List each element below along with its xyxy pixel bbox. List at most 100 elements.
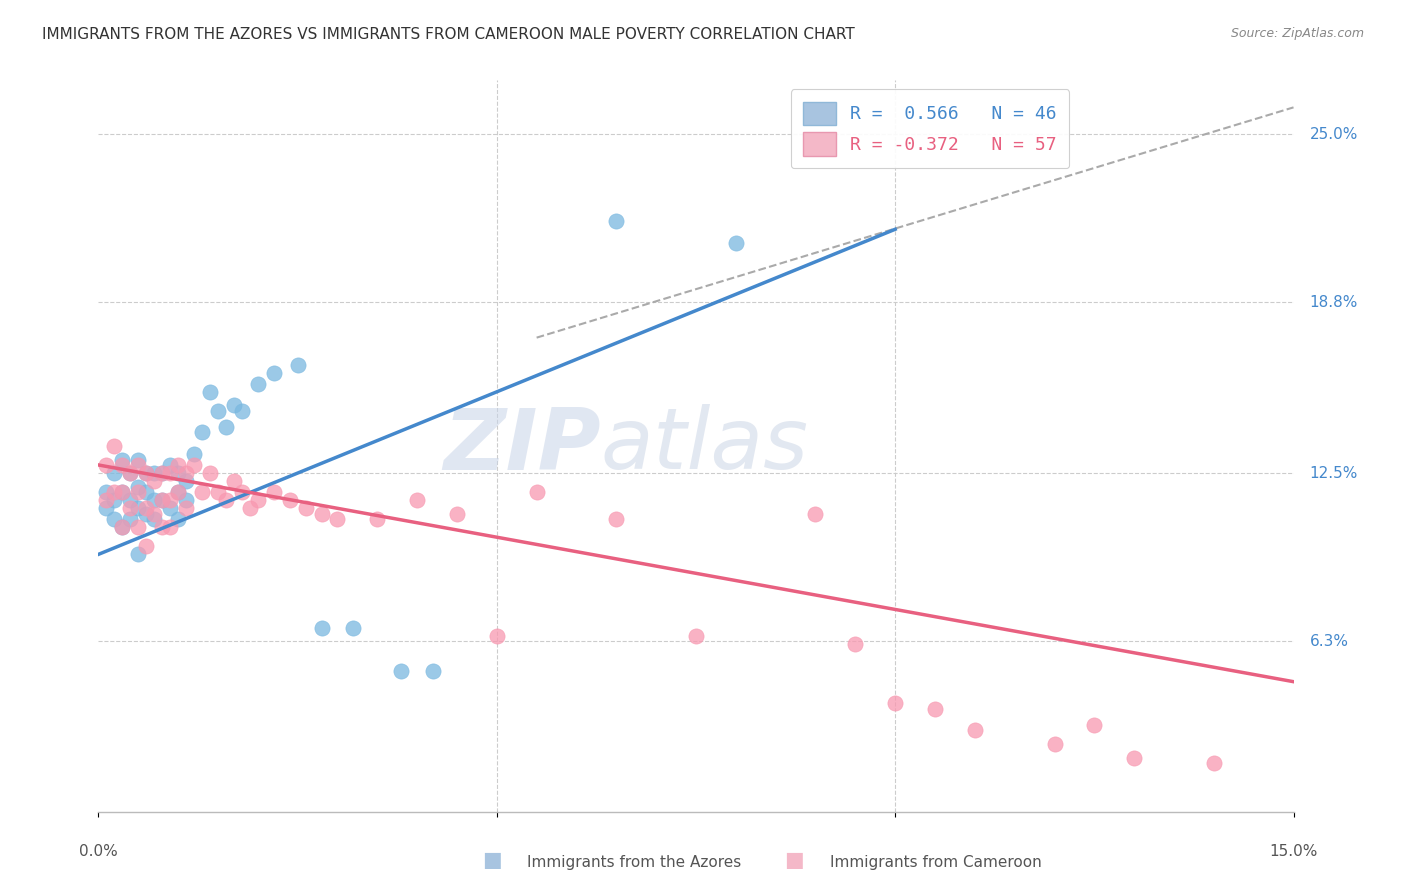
Point <box>884 697 907 711</box>
Point <box>167 458 190 472</box>
Point <box>150 466 173 480</box>
Text: Immigrants from the Azores: Immigrants from the Azores <box>527 855 741 870</box>
Point <box>804 507 827 521</box>
Point <box>103 512 125 526</box>
Point <box>183 458 205 472</box>
Point <box>724 235 747 250</box>
Point <box>239 501 262 516</box>
Point <box>342 620 364 634</box>
Text: atlas: atlas <box>600 404 808 488</box>
Point <box>159 466 181 480</box>
Point <box>127 520 149 534</box>
Point <box>422 664 444 678</box>
Text: Immigrants from Cameroon: Immigrants from Cameroon <box>830 855 1042 870</box>
Text: ■: ■ <box>785 850 804 870</box>
Point <box>1083 718 1105 732</box>
Point <box>127 480 149 494</box>
Point <box>135 501 157 516</box>
Text: 25.0%: 25.0% <box>1309 127 1358 142</box>
Point <box>143 512 166 526</box>
Point <box>174 466 197 480</box>
Point <box>120 466 142 480</box>
Point <box>311 620 333 634</box>
Point <box>198 384 221 399</box>
Point <box>311 507 333 521</box>
Point <box>111 485 134 500</box>
Point <box>143 474 166 488</box>
Text: 18.8%: 18.8% <box>1309 295 1358 310</box>
Point <box>135 507 157 521</box>
Point <box>685 629 707 643</box>
Point <box>96 485 118 500</box>
Point <box>150 520 173 534</box>
Point <box>1123 750 1146 764</box>
Text: 0.0%: 0.0% <box>79 844 118 859</box>
Point <box>167 485 190 500</box>
Point <box>174 493 197 508</box>
Point <box>366 512 388 526</box>
Point <box>207 404 229 418</box>
Point <box>111 520 134 534</box>
Point <box>111 485 134 500</box>
Point <box>150 493 173 508</box>
Point <box>1043 737 1066 751</box>
Point <box>143 466 166 480</box>
Point <box>103 439 125 453</box>
Point <box>844 637 866 651</box>
Point <box>127 452 149 467</box>
Point <box>167 466 190 480</box>
Legend: R =  0.566   N = 46, R = -0.372   N = 57: R = 0.566 N = 46, R = -0.372 N = 57 <box>790 89 1070 169</box>
Point <box>150 493 173 508</box>
Point <box>246 493 269 508</box>
Point <box>103 466 125 480</box>
Point <box>1202 756 1225 770</box>
Point <box>222 398 245 412</box>
Point <box>111 520 134 534</box>
Text: 12.5%: 12.5% <box>1309 466 1358 481</box>
Point <box>159 520 181 534</box>
Point <box>120 466 142 480</box>
Text: 6.3%: 6.3% <box>1309 633 1348 648</box>
Point <box>207 485 229 500</box>
Point <box>120 501 142 516</box>
Point <box>191 485 214 500</box>
Text: ZIP: ZIP <box>443 404 600 488</box>
Point <box>96 501 118 516</box>
Text: IMMIGRANTS FROM THE AZORES VS IMMIGRANTS FROM CAMEROON MALE POVERTY CORRELATION : IMMIGRANTS FROM THE AZORES VS IMMIGRANTS… <box>42 27 855 42</box>
Point <box>174 501 197 516</box>
Text: ■: ■ <box>482 850 502 870</box>
Point <box>135 466 157 480</box>
Point <box>127 485 149 500</box>
Point <box>222 474 245 488</box>
Point <box>159 493 181 508</box>
Point <box>159 501 181 516</box>
Point <box>963 723 986 738</box>
Point <box>135 485 157 500</box>
Point <box>215 493 238 508</box>
Point <box>389 664 412 678</box>
Point <box>167 485 190 500</box>
Point <box>150 466 173 480</box>
Point <box>111 452 134 467</box>
Point <box>263 485 285 500</box>
Point <box>120 493 142 508</box>
Point <box>406 493 429 508</box>
Point <box>263 366 285 380</box>
Point <box>183 447 205 461</box>
Point <box>294 501 316 516</box>
Point <box>287 358 309 372</box>
Point <box>96 458 118 472</box>
Text: Source: ZipAtlas.com: Source: ZipAtlas.com <box>1230 27 1364 40</box>
Point <box>167 512 190 526</box>
Point <box>111 458 134 472</box>
Point <box>526 485 548 500</box>
Point <box>191 425 214 440</box>
Point <box>485 629 508 643</box>
Point <box>143 493 166 508</box>
Point <box>96 493 118 508</box>
Point <box>278 493 301 508</box>
Point <box>446 507 468 521</box>
Point <box>127 458 149 472</box>
Point <box>231 485 253 500</box>
Text: 15.0%: 15.0% <box>1270 844 1317 859</box>
